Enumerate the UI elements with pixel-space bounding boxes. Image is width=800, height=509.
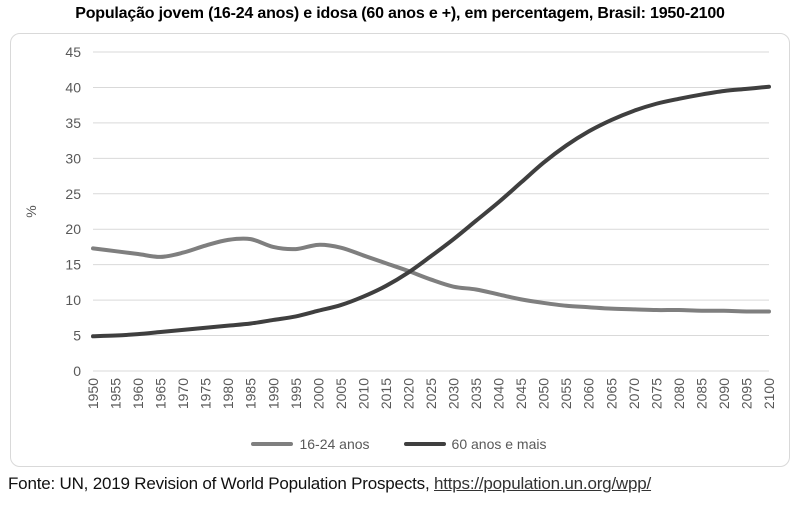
x-tick-label: 2055 — [558, 378, 574, 409]
x-tick-label: 2090 — [716, 378, 732, 409]
x-tick-label: 2035 — [468, 378, 484, 409]
y-tick-label: 30 — [65, 150, 81, 166]
legend-line-swatch — [251, 442, 294, 446]
y-tick-label: 20 — [65, 221, 81, 237]
x-tick-label: 2065 — [603, 378, 619, 409]
x-tick-label: 2100 — [761, 378, 777, 409]
y-tick-label: 10 — [65, 292, 81, 308]
series-line-16-24-anos — [91, 236, 771, 314]
x-tick-label: 1995 — [288, 378, 304, 409]
source-link[interactable]: https://population.un.org/wpp/ — [434, 474, 652, 493]
y-tick-label: 40 — [65, 79, 81, 95]
x-tick-label: 2080 — [671, 378, 687, 409]
legend-line-swatch — [403, 442, 446, 446]
x-tick-label: 1980 — [220, 378, 236, 409]
source-text: Fonte: UN, 2019 Revision of World Popula… — [8, 474, 800, 494]
x-tick-label: 2025 — [423, 378, 439, 409]
chart-area: 0 5 10 15 20 25 30 35 40 45% 1950 1955 1960 1965 1970 1… — [10, 33, 790, 467]
x-tick-label: 1975 — [198, 378, 214, 409]
x-tick-label: 2030 — [446, 378, 462, 409]
x-tick-label: 2005 — [333, 378, 349, 409]
y-tick-label: 15 — [65, 257, 81, 273]
x-tick-label: 2020 — [400, 378, 416, 409]
legend-item: 60 anos e mais — [403, 436, 547, 452]
x-tick-label: 2095 — [738, 378, 754, 409]
x-tick-label: 2040 — [491, 378, 507, 409]
y-tick-label: 45 — [65, 44, 81, 60]
x-tick-label: 2010 — [355, 378, 371, 409]
chart-legend: 16-24 anos 60 anos e mais — [11, 436, 787, 452]
x-tick-label: 1985 — [243, 378, 259, 409]
y-tick-label: 5 — [73, 328, 81, 344]
series-line-60-anos-e-mais — [91, 84, 771, 339]
x-tick-label: 2060 — [581, 378, 597, 409]
legend-label: 60 anos e mais — [451, 436, 547, 452]
source-prefix: Fonte: UN, 2019 Revision of World Popula… — [8, 474, 434, 493]
x-tick-label: 1965 — [153, 378, 169, 409]
x-tick-label: 1950 — [85, 378, 101, 409]
x-tick-label: 2075 — [648, 378, 664, 409]
x-tick-label: 2050 — [536, 378, 552, 409]
x-tick-label: 2045 — [513, 378, 529, 409]
y-tick-label: 0 — [73, 363, 81, 379]
legend-label: 16-24 anos — [299, 436, 370, 452]
x-tick-label: 2000 — [310, 378, 326, 409]
x-tick-label: 2070 — [626, 378, 642, 409]
x-tick-label: 1955 — [108, 378, 124, 409]
chart-title: População jovem (16-24 anos) e idosa (60… — [75, 5, 725, 22]
y-tick-label: 25 — [65, 186, 81, 202]
legend-item: 16-24 anos — [251, 436, 370, 452]
y-axis-label: % — [23, 205, 39, 217]
x-tick-label: 1960 — [130, 378, 146, 409]
x-tick-label: 2015 — [378, 378, 394, 409]
x-tick-label: 2085 — [693, 378, 709, 409]
x-tick-label: 1970 — [175, 378, 191, 409]
y-tick-label: 35 — [65, 115, 81, 131]
x-tick-label: 1990 — [265, 378, 281, 409]
